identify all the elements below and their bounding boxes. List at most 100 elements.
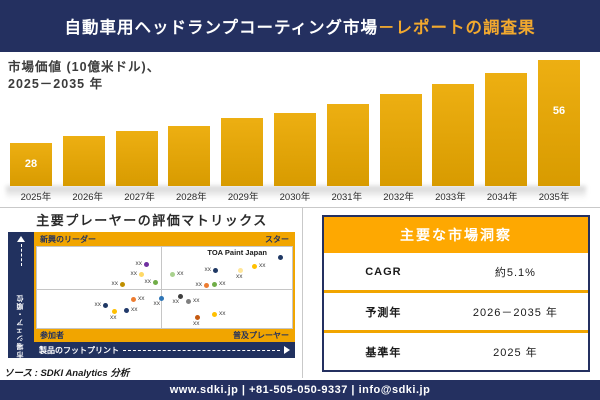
chart-axis-label-line1: 市場価値 (10億米ドル)、 [8, 60, 161, 74]
scatter-point: xx [170, 270, 184, 277]
bar-2026年 [62, 136, 105, 186]
right-arrow-icon [284, 346, 290, 354]
horizontal-divider [0, 207, 600, 208]
scatter-point: xx [136, 260, 149, 267]
scatter-point: xx [131, 295, 145, 302]
scatter-point: xx [110, 309, 117, 321]
year-tick-label: 2035年 [538, 192, 570, 203]
quadrant-label-participants: 参加者 [40, 331, 64, 340]
year-tick-label: 2031年 [331, 192, 363, 203]
matrix-scatter-plot: TOA Paint Japan xx xx xx xx xx xx xx xx xx xx xx xx… [36, 246, 293, 329]
scatter-point: xx [173, 294, 183, 305]
year-tick-label: 2026年 [72, 192, 104, 203]
scatter-point: xx [131, 270, 144, 277]
bar-2028年 [168, 126, 211, 186]
scatter-point-label: xx [177, 270, 184, 277]
scatter-point: xx [95, 301, 108, 308]
scatter-point-label: xx [219, 280, 226, 287]
scatter-point-label: xx [236, 273, 243, 280]
year-tick-label: 2025年 [20, 192, 52, 203]
bar-value-label: 56 [552, 105, 566, 118]
insights-row-cagr: CAGR 約5.1% [324, 253, 588, 290]
matrix-y-axis-label: 市場シェア・順位 [17, 294, 24, 358]
source-note: ソース : SDKI Analytics 分析 [4, 368, 130, 379]
scatter-point: xx [186, 297, 200, 304]
insights-row-予測年: 予測年 2026－2035 年 [324, 290, 588, 330]
insights-row-基準年: 基準年 2025 年 [324, 330, 588, 370]
bar-chart-shadow [6, 186, 586, 199]
scatter-point [278, 255, 283, 260]
bar-2035年: 56 [537, 60, 580, 186]
insights-row-value: 2026－2035 年 [472, 306, 558, 319]
year-tick-label: 2034年 [486, 192, 518, 203]
scatter-point-label: xx [144, 278, 152, 285]
insights-table-header: 主要な市場洞察 [324, 217, 588, 253]
quadrant-label-emerging-leaders: 新興のリーダー [40, 234, 96, 244]
footer-contact-text: www.sdki.jp | +81-505-050-9337 | info@sd… [169, 384, 431, 396]
report-title-highlight: －レポートの調査果 [378, 19, 536, 37]
chart-axis-label-line2: 2025－2035 年 [8, 76, 104, 91]
matrix-x-axis: 製品のフットプリント [34, 342, 295, 358]
bar-2027年 [115, 131, 158, 186]
insights-row-label: 基準年 [365, 346, 402, 359]
player-evaluation-matrix: 市場シェア・順位 新興のリーダー スター TOA Paint Japan xx x… [8, 232, 295, 358]
scatter-point-label: xx [111, 280, 119, 287]
scatter-point-label: xx [195, 281, 203, 288]
scatter-point: xx [212, 280, 226, 287]
y-axis-dashed-line [20, 244, 22, 266]
year-tick-label: 2030年 [279, 192, 311, 203]
market-insights-table: 主要な市場洞察 CAGR 約5.1% 予測年 2026－2035 年基準年 2025 年 [322, 215, 590, 372]
year-tick-label: 2028年 [176, 192, 207, 203]
scatter-point: xx [145, 278, 158, 285]
quadrant-label-stars: スター [265, 234, 289, 244]
scatter-point: xx [212, 310, 226, 317]
scatter-point-label: xx [110, 314, 117, 321]
scatter-point-label: xx [193, 297, 200, 304]
report-title-banner: 自動車用ヘッドランプコーティング市場 －レポートの調査果 [0, 0, 600, 52]
matrix-y-axis: 市場シェア・順位 [8, 232, 34, 358]
scatter-point-label: xx [131, 306, 138, 313]
bar-2029年 [221, 118, 264, 186]
matrix-top-quadrant-band: 新興のリーダー スター [34, 232, 295, 246]
scatter-point: xx [236, 268, 243, 280]
scatter-point-label: xx [193, 320, 200, 327]
bar-2033年 [432, 84, 475, 186]
chart-axis-label: 市場価値 (10億米ドル)、 2025－2035 年 [8, 59, 160, 93]
scatter-point: xx [252, 262, 266, 269]
report-title-main: 自動車用ヘッドランプコーティング市場 [64, 19, 378, 37]
quadrant-divider-vertical [160, 247, 162, 328]
scatter-point: xx [124, 306, 138, 313]
bar-2030年 [273, 113, 316, 186]
scatter-point-label: xx [259, 262, 266, 269]
scatter-point-label: xx [204, 266, 212, 273]
bar-2031年 [326, 104, 369, 186]
quadrant-label-pervasive-players: 普及プレーヤー [233, 331, 289, 340]
matrix-title: 主要プレーヤーの評価マトリックス [36, 213, 268, 228]
scatter-point: xx [193, 315, 200, 327]
bar-chart: 28 56 [10, 56, 580, 186]
scatter-point-label: xx [153, 300, 161, 307]
year-tick-label: 2029年 [227, 192, 259, 203]
scatter-point-label: xx [94, 301, 102, 308]
vertical-divider [302, 207, 303, 378]
insights-row-value: 約5.1% [494, 266, 536, 279]
bar-2032年 [379, 94, 422, 186]
insights-row-value: 2025 年 [493, 346, 538, 359]
bar-2025年: 28 [10, 143, 52, 186]
scatter-point-label: xx [130, 270, 138, 277]
insights-table-body: CAGR 約5.1% 予測年 2026－2035 年基準年 2025 年 [324, 253, 588, 370]
quadrant-divider-horizontal [37, 289, 292, 291]
year-tick-label: 2027年 [124, 192, 155, 203]
bar-2034年 [485, 73, 528, 186]
x-axis-dashed-line [123, 349, 280, 351]
footer-contact-bar: www.sdki.jp | +81-505-050-9337 | info@sd… [0, 380, 600, 400]
scatter-point-label: xx [138, 295, 145, 302]
scatter-point: xx [196, 281, 209, 288]
year-tick-label: 2032年 [383, 192, 414, 203]
insights-row-label: 予測年 [365, 306, 402, 319]
scatter-point-label: xx [219, 310, 226, 317]
scatter-point: xx [205, 266, 218, 273]
scatter-point-label: xx [172, 298, 180, 305]
scatter-point: xx [112, 280, 125, 287]
year-tick-label: 2033年 [435, 192, 466, 203]
